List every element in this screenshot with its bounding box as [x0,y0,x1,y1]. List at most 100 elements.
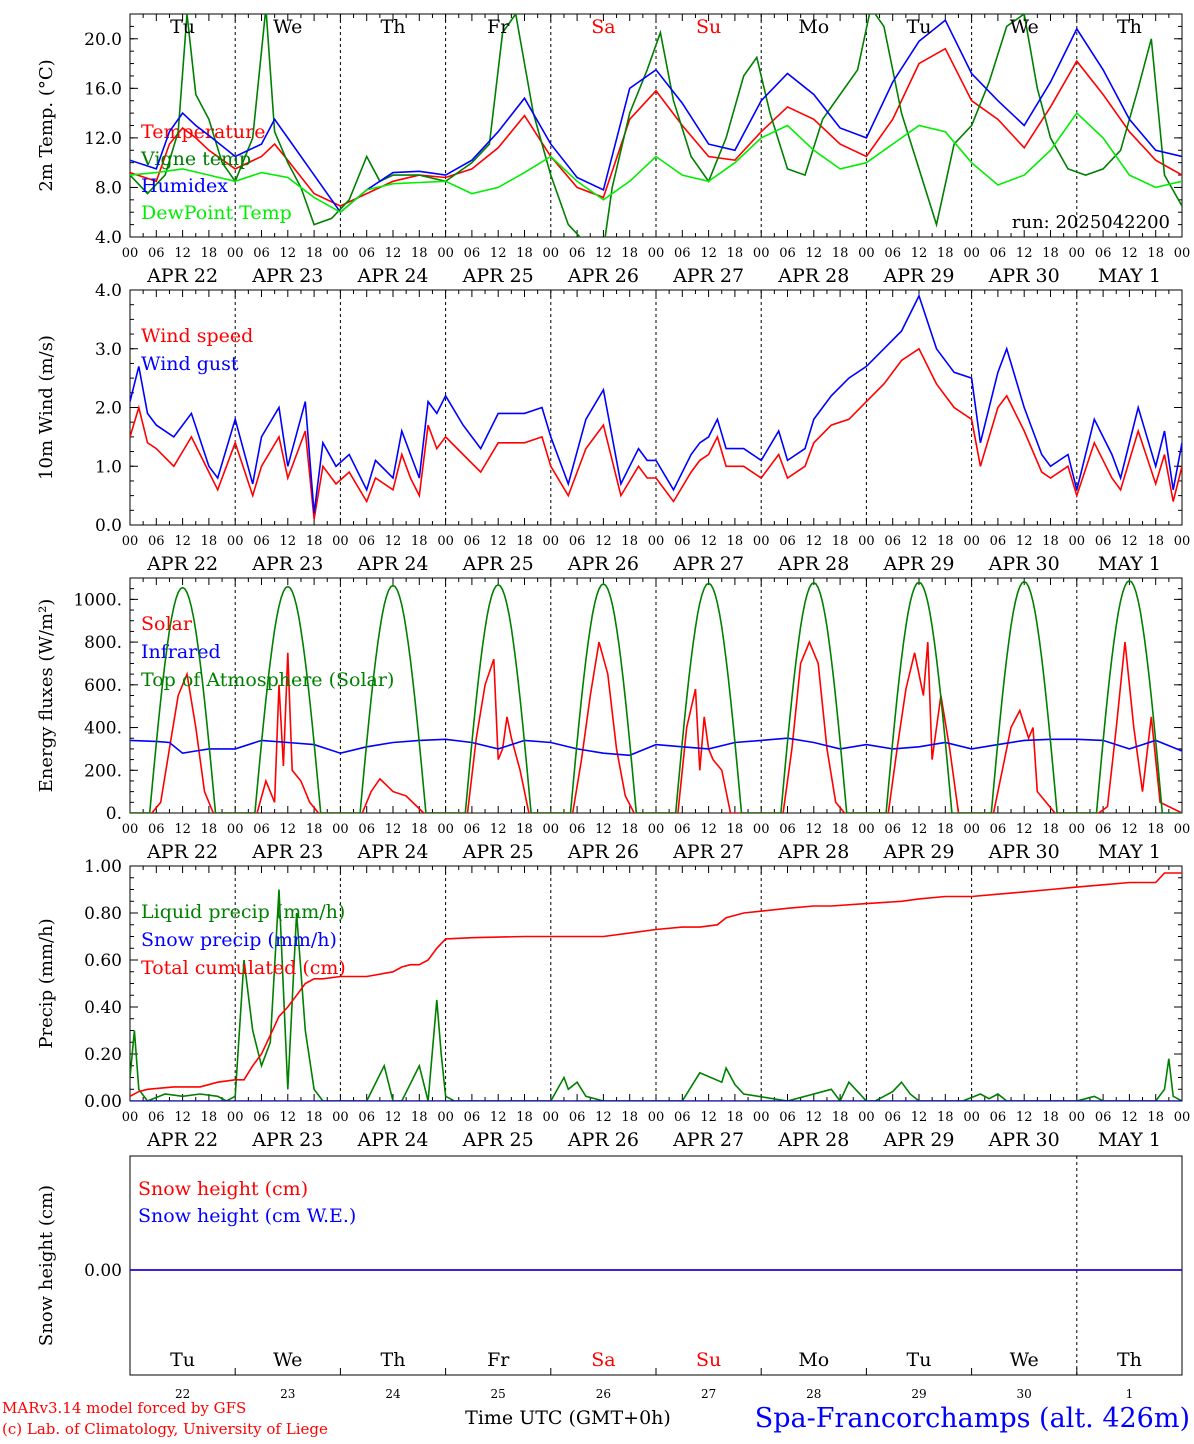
hour-tick-label: 12 [1016,1110,1033,1125]
series-line-temp-1 [130,14,1182,237]
day-number-label: 30 [1017,1387,1032,1401]
hour-tick-label: 06 [253,822,270,837]
date-label: APR 30 [988,1129,1060,1151]
hour-tick-label: 12 [1121,822,1138,837]
hour-tick-label: 06 [358,534,375,549]
hour-tick-label: 06 [884,822,901,837]
legend-entry: Snow height (cm) [138,1178,308,1200]
hour-tick-label: 12 [911,534,928,549]
date-label: APR 28 [777,841,849,863]
day-number-label: 1 [1126,1387,1134,1401]
legend-entry: Vigne temp [140,148,251,170]
hour-tick-label: 18 [516,1110,533,1125]
weekday-label-bottom: We [1010,1349,1039,1371]
y-tick-label: 0.40 [84,998,122,1018]
series-line-precip-2 [130,872,1182,1098]
hour-tick-label: 18 [621,1110,638,1125]
hour-tick-label: 18 [621,246,638,261]
legend-entry: Infrared [141,641,221,663]
hour-tick-label: 18 [201,534,218,549]
hour-tick-label: 00 [1174,534,1191,549]
hour-tick-label: 18 [1147,534,1164,549]
time-axis-label: Time UTC (GMT+0h) [465,1407,671,1429]
weekday-label-bottom: Su [696,1349,721,1371]
hour-tick-label: 00 [963,534,980,549]
y-tick-label: 1.0 [95,457,122,477]
hour-tick-label: 00 [227,534,244,549]
hour-tick-label: 00 [437,822,454,837]
y-tick-label: 200. [84,761,122,781]
date-label: APR 30 [988,553,1060,575]
weekday-label: Th [381,16,406,38]
y-tick-label: 20.0 [84,30,122,50]
weekday-label: Sa [591,16,615,38]
hour-tick-label: 12 [700,1110,717,1125]
hour-tick-label: 00 [332,1110,349,1125]
hour-tick-label: 18 [411,822,428,837]
y-axis-label: Energy fluxes (W/m²) [36,599,57,793]
hour-tick-label: 18 [306,246,323,261]
weekday-label: Mo [798,16,829,38]
hour-tick-label: 00 [1069,534,1086,549]
hour-tick-label: 06 [990,1110,1007,1125]
hour-tick-label: 06 [358,246,375,261]
hour-tick-label: 12 [1121,246,1138,261]
hour-tick-label: 00 [543,822,560,837]
y-tick-label: 600. [84,676,122,696]
hour-tick-label: 12 [280,822,297,837]
hour-tick-label: 18 [937,534,954,549]
y-axis-label: 2m Temp. (°C) [36,59,57,191]
hour-tick-label: 06 [674,822,691,837]
hour-tick-label: 06 [569,1110,586,1125]
hour-tick-label: 12 [174,1110,191,1125]
hour-tick-label: 00 [437,246,454,261]
hour-tick-label: 06 [779,1110,796,1125]
hour-tick-label: 12 [806,1110,823,1125]
hour-tick-label: 18 [832,1110,849,1125]
y-axis-label: Snow height (cm) [36,1185,57,1346]
hour-tick-label: 06 [148,246,165,261]
date-label: APR 26 [567,553,639,575]
hour-tick-label: 06 [148,1110,165,1125]
hour-tick-label: 06 [1095,1110,1112,1125]
hour-tick-label: 18 [937,246,954,261]
series-line-precip-0 [130,889,1182,1101]
hour-tick-label: 06 [464,534,481,549]
hour-tick-label: 00 [227,246,244,261]
weekday-label-bottom: Th [1117,1349,1142,1371]
date-label: APR 27 [672,553,744,575]
date-label: APR 25 [462,265,534,287]
y-tick-label: 800. [84,633,122,653]
hour-tick-label: 18 [937,822,954,837]
hour-tick-label: 12 [280,534,297,549]
date-label: APR 26 [567,1129,639,1151]
hour-tick-label: 00 [437,534,454,549]
hour-tick-label: 18 [832,246,849,261]
hour-tick-label: 06 [569,822,586,837]
hour-tick-label: 06 [569,246,586,261]
day-number-label: 23 [280,1387,295,1401]
y-axis-label: Precip (mm/h) [36,918,57,1048]
hour-tick-label: 00 [1069,246,1086,261]
y-tick-label: 12.0 [84,129,122,149]
series-line-temp-0 [130,47,1182,207]
date-label: APR 30 [988,841,1060,863]
legend-entry: Solar [141,613,193,635]
day-number-label: 25 [491,1387,506,1401]
date-label: APR 28 [777,265,849,287]
hour-tick-label: 12 [174,534,191,549]
hour-tick-label: 06 [674,246,691,261]
hour-tick-label: 00 [753,822,770,837]
legend-entry: Snow height (cm W.E.) [138,1205,356,1227]
hour-tick-label: 18 [201,822,218,837]
date-label: APR 23 [251,841,323,863]
date-label: APR 27 [672,1129,744,1151]
date-label: APR 24 [356,553,428,575]
hour-tick-label: 00 [648,246,665,261]
run-label: run: 2025042200 [1012,212,1170,233]
day-number-label: 24 [385,1387,401,1401]
legend-entry: DewPoint Temp [141,202,292,224]
legend-entry: Wind speed [141,325,253,347]
date-label: MAY 1 [1098,265,1161,287]
hour-tick-label: 12 [490,822,507,837]
